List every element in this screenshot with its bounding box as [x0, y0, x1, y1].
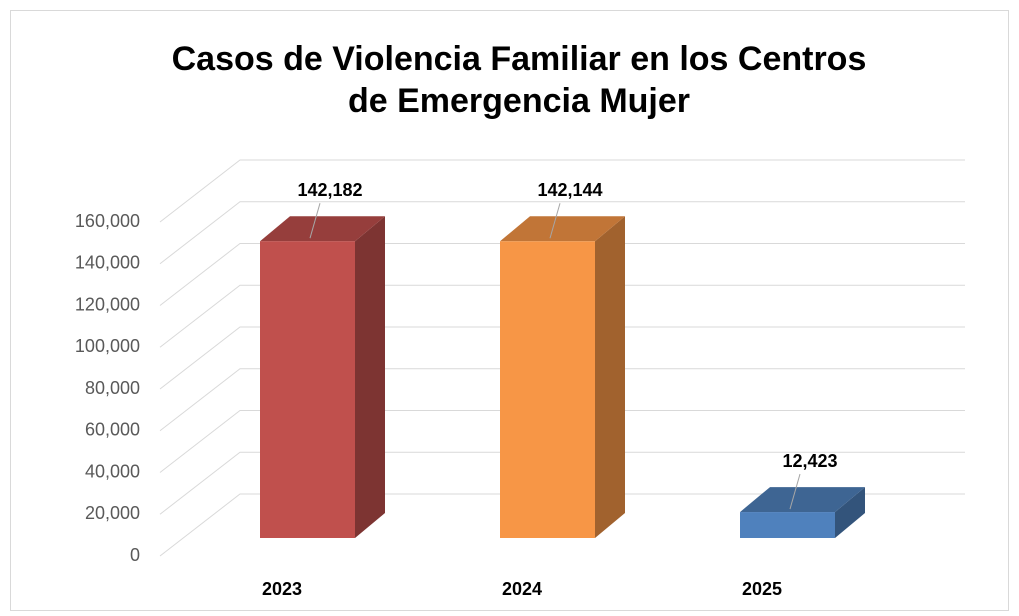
x-tick-label: 2024	[502, 579, 542, 599]
grid-line	[159, 493, 965, 557]
y-tick-label: 160,000	[75, 211, 140, 231]
x-tick-label: 2023	[262, 579, 302, 599]
data-label: 142,182	[297, 180, 362, 200]
grid-line	[159, 284, 965, 348]
y-tick-label: 120,000	[75, 294, 140, 314]
bar-top	[500, 216, 625, 242]
y-tick-label: 0	[130, 545, 140, 565]
y-tick-label: 60,000	[85, 420, 140, 440]
grid-line	[159, 243, 965, 306]
bar-top	[260, 216, 385, 242]
bar-top	[740, 487, 865, 513]
bar	[260, 241, 355, 538]
bar-side	[835, 487, 865, 538]
grid-line	[159, 326, 965, 390]
data-label: 12,423	[782, 451, 837, 471]
leader-line	[549, 203, 561, 239]
grid-line	[159, 159, 965, 223]
chart-title: Casos de Violencia Familiar en los Centr…	[171, 40, 867, 120]
grid-line	[159, 368, 965, 432]
leader-line	[309, 203, 321, 239]
leader-line	[789, 473, 801, 510]
bar	[500, 241, 595, 538]
data-label: 142,144	[537, 180, 602, 200]
y-tick-label: 100,000	[75, 336, 140, 356]
y-tick-label: 140,000	[75, 253, 140, 273]
y-tick-label: 40,000	[85, 461, 140, 481]
grid-line	[159, 410, 965, 473]
y-tick-label: 80,000	[85, 378, 140, 398]
y-tick-label: 20,000	[85, 503, 140, 523]
bar-side	[355, 216, 385, 538]
x-tick-label: 2025	[742, 579, 782, 599]
bar	[740, 512, 835, 538]
bar-side	[595, 216, 625, 538]
chart-border	[10, 10, 1009, 611]
grid-line	[159, 451, 965, 515]
grid-line	[159, 201, 965, 265]
